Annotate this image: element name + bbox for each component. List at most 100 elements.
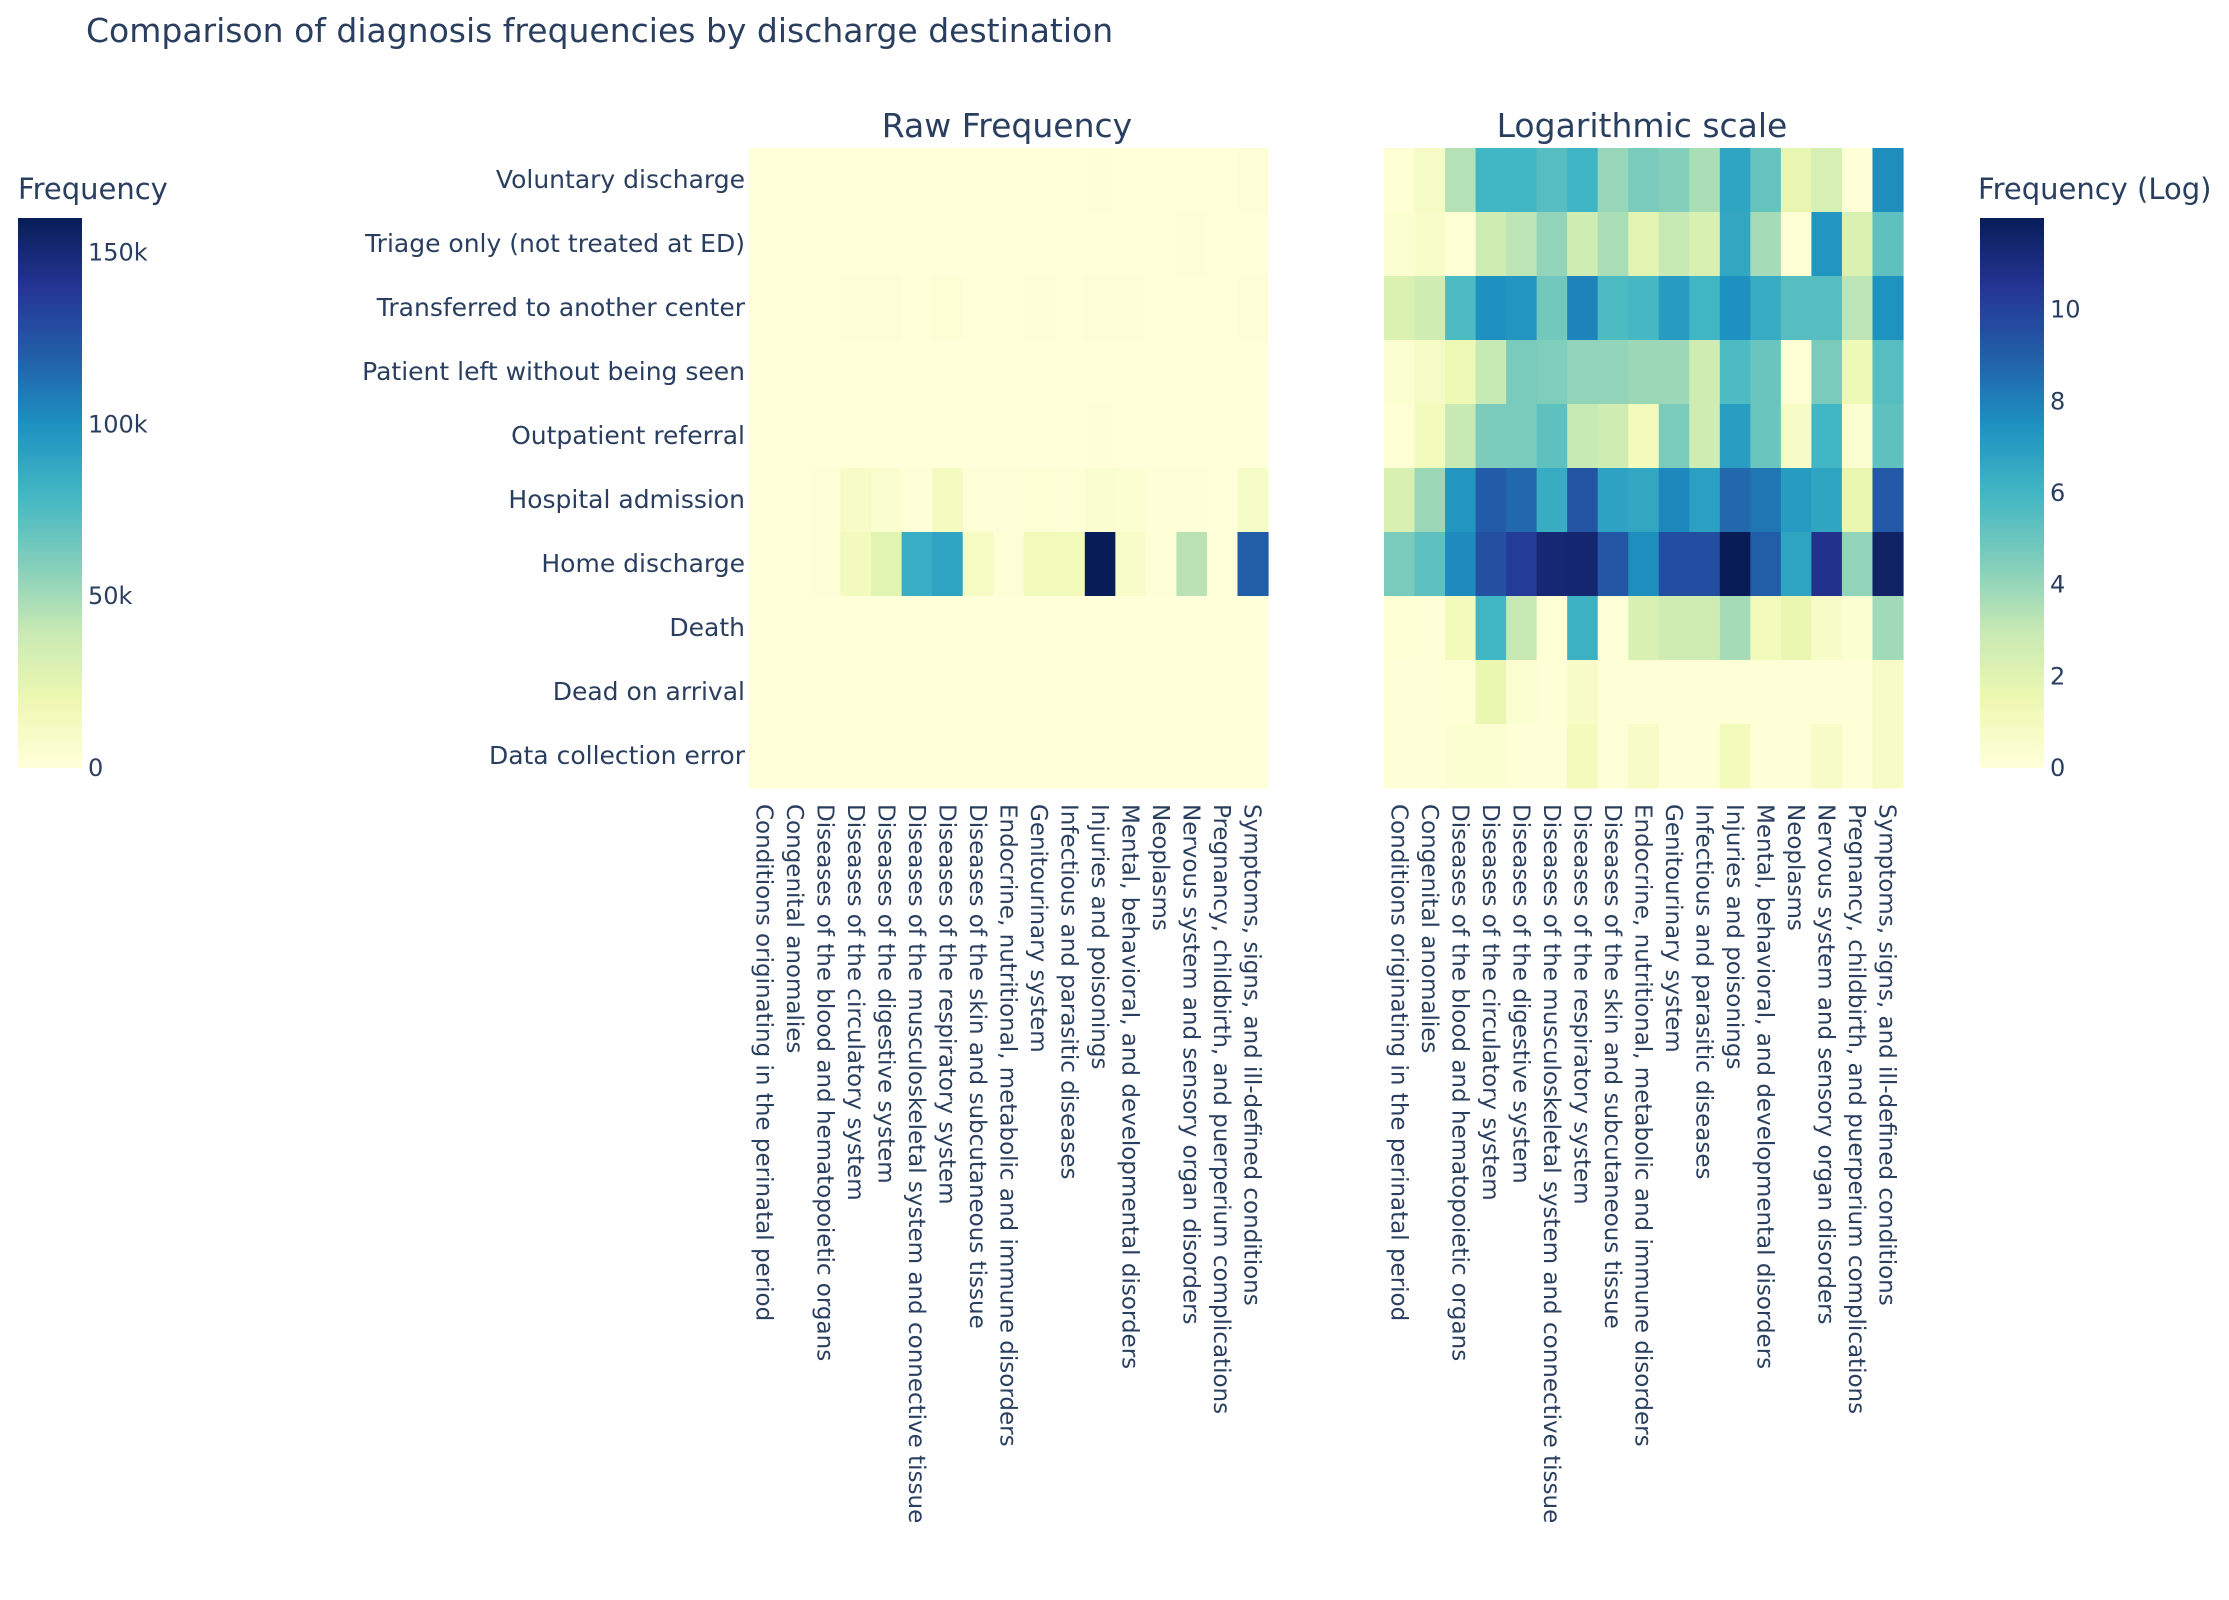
heatmap-cell-p2-r5-c5 xyxy=(1536,468,1568,533)
heatmap-cell-p1-r5-c16 xyxy=(1237,468,1269,533)
heatmap-cell-p1-r0-c1 xyxy=(779,148,811,213)
heatmap-cell-p2-r2-c7 xyxy=(1597,276,1629,341)
heatmap-cell-p1-r4-c6 xyxy=(932,404,964,469)
heatmap-cell-p2-r5-c1 xyxy=(1414,468,1446,533)
heatmap-cell-p1-r7-c4 xyxy=(871,596,903,661)
panel-2-subtitle: Logarithmic scale xyxy=(1497,106,1788,145)
heatmap-cell-p2-r2-c8 xyxy=(1628,276,1660,341)
heatmap-cell-p1-r8-c4 xyxy=(871,660,903,725)
heatmap-cell-p2-r8-c11 xyxy=(1719,660,1751,725)
heatmap-cell-p2-r0-c1 xyxy=(1414,148,1446,213)
heatmap-cell-p2-r5-c3 xyxy=(1475,468,1507,533)
heatmap-cell-p1-r4-c14 xyxy=(1176,404,1208,469)
heatmap-cell-p2-r3-c7 xyxy=(1597,340,1629,405)
heatmap-cell-p1-r6-c16 xyxy=(1237,532,1269,597)
heatmap-cell-p2-r0-c16 xyxy=(1872,148,1904,213)
x-tick-label-p1-9: Genitourinary system xyxy=(1025,804,1051,1053)
heatmap-cell-p2-r0-c3 xyxy=(1475,148,1507,213)
x-tick-label-p1-8: Endocrine, nutritional, metabolic and im… xyxy=(995,804,1021,1447)
heatmap-cell-p1-r3-c15 xyxy=(1206,340,1239,405)
heatmap-cell-p2-r4-c11 xyxy=(1719,404,1751,469)
heatmap-cell-p2-r6-c4 xyxy=(1506,532,1538,597)
heatmap-cell-p1-r2-c13 xyxy=(1145,276,1178,341)
heatmap-cell-p2-r0-c7 xyxy=(1597,148,1629,213)
heatmap-cell-p2-r3-c14 xyxy=(1811,340,1843,405)
heatmap-cell-p1-r1-c5 xyxy=(901,212,933,277)
colorbar-2-tick-3: 6 xyxy=(2050,479,2065,507)
heatmap-cell-p1-r2-c14 xyxy=(1176,276,1208,341)
heatmap-cell-p1-r2-c2 xyxy=(810,276,842,341)
heatmap-cell-p2-r6-c15 xyxy=(1841,532,1874,597)
heatmap-cell-p1-r5-c0 xyxy=(749,468,781,533)
heatmap-cell-p1-r8-c16 xyxy=(1237,660,1269,725)
heatmap-cell-p2-r0-c12 xyxy=(1750,148,1782,213)
heatmap-cell-p1-r6-c3 xyxy=(840,532,872,597)
y-tick-label-7: Death xyxy=(669,613,745,642)
heatmap-cell-p2-r5-c2 xyxy=(1445,468,1477,533)
heatmap-cell-p1-r9-c12 xyxy=(1115,724,1147,789)
heatmap-cell-p2-r2-c16 xyxy=(1872,276,1904,341)
heatmap-cell-p2-r2-c0 xyxy=(1384,276,1416,341)
heatmap-cell-p2-r9-c9 xyxy=(1658,724,1690,789)
heatmap-cell-p1-r3-c12 xyxy=(1115,340,1147,405)
x-tick-label-p2-1: Congenital anomalies xyxy=(1416,804,1442,1053)
heatmap-cell-p1-r5-c3 xyxy=(840,468,872,533)
heatmap-cell-p1-r7-c8 xyxy=(993,596,1025,661)
heatmap-cell-p1-r5-c14 xyxy=(1176,468,1208,533)
heatmap-cell-p1-r9-c7 xyxy=(962,724,994,789)
heatmap-cell-p2-r9-c16 xyxy=(1872,724,1904,789)
x-tick-label-p2-0: Conditions originating in the perinatal … xyxy=(1385,804,1411,1321)
heatmap-cell-p1-r1-c15 xyxy=(1206,212,1239,277)
heatmap-cell-p2-r7-c15 xyxy=(1841,596,1874,661)
heatmap-cell-p2-r3-c13 xyxy=(1780,340,1813,405)
chart-title: Comparison of diagnosis frequencies by d… xyxy=(86,11,1113,50)
heatmap-cell-p2-r4-c14 xyxy=(1811,404,1843,469)
heatmap-cell-p2-r8-c4 xyxy=(1506,660,1538,725)
heatmap-cell-p1-r7-c16 xyxy=(1237,596,1269,661)
heatmap-cell-p1-r7-c3 xyxy=(840,596,872,661)
heatmap-cell-p1-r5-c5 xyxy=(901,468,933,533)
heatmap-cell-p2-r3-c8 xyxy=(1628,340,1660,405)
heatmap-cell-p2-r5-c0 xyxy=(1384,468,1416,533)
heatmap-cell-p1-r0-c14 xyxy=(1176,148,1208,213)
heatmap-cell-p1-r7-c6 xyxy=(932,596,964,661)
heatmap-cell-p1-r9-c8 xyxy=(993,724,1025,789)
heatmap-cell-p2-r4-c9 xyxy=(1658,404,1690,469)
heatmap-cell-p1-r0-c11 xyxy=(1084,148,1116,213)
heatmap-cell-p2-r5-c15 xyxy=(1841,468,1874,533)
heatmap-cell-p1-r5-c9 xyxy=(1023,468,1055,533)
heatmap-cell-p1-r6-c7 xyxy=(962,532,994,597)
heatmap-cell-p2-r1-c2 xyxy=(1445,212,1477,277)
x-tick-label-p2-10: Infectious and parasitic diseases xyxy=(1691,804,1717,1180)
heatmap-cell-p1-r1-c0 xyxy=(749,212,781,277)
heatmap-cell-p2-r6-c11 xyxy=(1719,532,1751,597)
heatmap-cell-p2-r9-c2 xyxy=(1445,724,1477,789)
heatmap-cell-p2-r6-c6 xyxy=(1567,532,1599,597)
heatmap-cell-p2-r2-c13 xyxy=(1780,276,1813,341)
heatmap-cell-p2-r7-c0 xyxy=(1384,596,1416,661)
heatmap-cell-p1-r6-c2 xyxy=(810,532,842,597)
heatmap-cell-p2-r8-c12 xyxy=(1750,660,1782,725)
heatmap-cell-p1-r6-c9 xyxy=(1023,532,1055,597)
heatmap-cell-p1-r6-c10 xyxy=(1054,532,1086,597)
heatmap-cell-p2-r2-c5 xyxy=(1536,276,1568,341)
heatmap-cell-p1-r9-c16 xyxy=(1237,724,1269,789)
heatmap-cell-p2-r8-c5 xyxy=(1536,660,1568,725)
heatmap-cell-p2-r8-c14 xyxy=(1811,660,1843,725)
heatmap-cell-p2-r9-c14 xyxy=(1811,724,1843,789)
heatmap-cell-p2-r1-c9 xyxy=(1658,212,1690,277)
heatmap-cell-p2-r1-c0 xyxy=(1384,212,1416,277)
heatmap-cell-p1-r1-c13 xyxy=(1145,212,1178,277)
heatmap-cell-p1-r1-c8 xyxy=(993,212,1025,277)
heatmap-cell-p1-r5-c11 xyxy=(1084,468,1116,533)
heatmap-cell-p2-r3-c16 xyxy=(1872,340,1904,405)
heatmap-cell-p1-r9-c9 xyxy=(1023,724,1055,789)
x-tick-label-p1-1: Congenital anomalies xyxy=(781,804,807,1053)
heatmap-cell-p2-r2-c15 xyxy=(1841,276,1874,341)
heatmap-cell-p2-r3-c3 xyxy=(1475,340,1507,405)
heatmap-cell-p1-r8-c2 xyxy=(810,660,842,725)
x-tick-label-p2-13: Neoplasms xyxy=(1782,804,1808,931)
heatmap-cell-p1-r4-c15 xyxy=(1206,404,1239,469)
